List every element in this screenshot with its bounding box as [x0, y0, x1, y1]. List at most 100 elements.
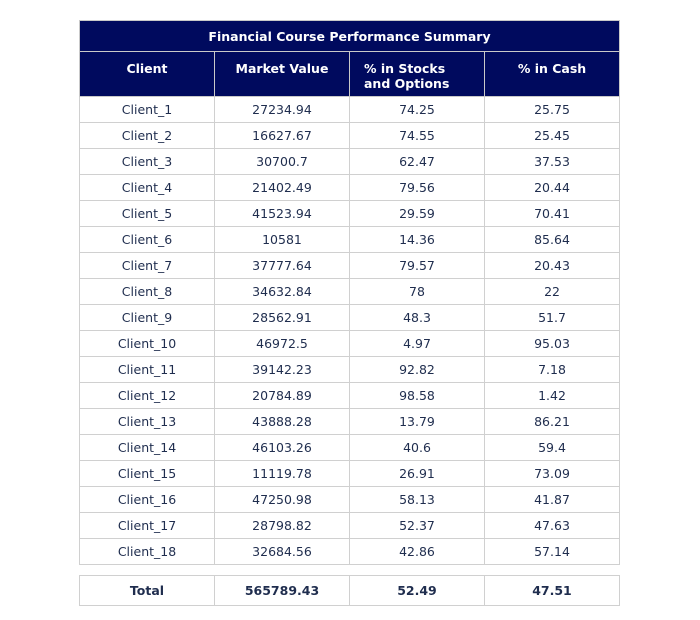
- column-header-stocks-options: % in Stocks and Options: [349, 51, 485, 97]
- cell-cash: 22: [483, 278, 621, 305]
- table-row: Client_15 11119.78 26.91 73.09: [79, 460, 621, 487]
- table-row: Client_3 30700.7 62.47 37.53: [79, 148, 621, 175]
- cell-cash: 41.87: [483, 486, 621, 513]
- cell-market-value: 34632.84: [214, 278, 350, 305]
- cell-client: Client_3: [79, 148, 215, 175]
- cell-cash: 95.03: [483, 330, 621, 357]
- cell-market-value: 28562.91: [214, 304, 350, 331]
- cell-stocks-options: 58.13: [349, 486, 485, 513]
- table-title: Financial Course Performance Summary: [78, 20, 621, 52]
- cell-client: Client_13: [79, 408, 215, 435]
- cell-stocks-options: 62.47: [349, 148, 485, 175]
- cell-market-value: 10581: [214, 226, 350, 253]
- cell-market-value: 20784.89: [214, 382, 350, 409]
- cell-cash: 25.45: [483, 122, 621, 149]
- cell-stocks-options: 4.97: [349, 330, 485, 357]
- cell-stocks-options: 42.86: [349, 538, 485, 565]
- cell-market-value: 46103.26: [214, 434, 350, 461]
- table-row: Client_10 46972.5 4.97 95.03: [79, 330, 621, 357]
- table-row: Client_16 47250.98 58.13 41.87: [79, 486, 621, 513]
- cell-market-value: 43888.28: [214, 408, 350, 435]
- cell-stocks-options: 14.36: [349, 226, 485, 253]
- cell-market-value: 46972.5: [214, 330, 350, 357]
- table-row: Client_13 43888.28 13.79 86.21: [79, 408, 621, 435]
- cell-stocks-options: 79.57: [349, 252, 485, 279]
- cell-cash: 37.53: [483, 148, 621, 175]
- cell-client: Client_10: [79, 330, 215, 357]
- cell-client: Client_4: [79, 174, 215, 201]
- cell-client: Client_14: [79, 434, 215, 461]
- table-gap: [79, 565, 620, 575]
- cell-market-value: 28798.82: [214, 512, 350, 539]
- cell-stocks-options: 78: [349, 278, 485, 305]
- table-row: Client_8 34632.84 78 22: [79, 278, 621, 305]
- table-row: Client_2 16627.67 74.55 25.45: [79, 122, 621, 149]
- cell-market-value: 16627.67: [214, 122, 350, 149]
- table-row: Client_14 46103.26 40.6 59.4: [79, 434, 621, 461]
- cell-stocks-options: 48.3: [349, 304, 485, 331]
- cell-market-value: 37777.64: [214, 252, 350, 279]
- table-row: Client_5 41523.94 29.59 70.41: [79, 200, 621, 227]
- summary-table: Financial Course Performance Summary Cli…: [78, 20, 621, 565]
- column-header-market-value: Market Value: [214, 51, 350, 97]
- table-row: Client_1 27234.94 74.25 25.75: [79, 96, 621, 123]
- table-row: Client_9 28562.91 48.3 51.7: [79, 304, 621, 331]
- table-row: Client_6 10581 14.36 85.64: [79, 226, 621, 253]
- total-label: Total: [79, 575, 215, 606]
- cell-stocks-options: 92.82: [349, 356, 485, 383]
- column-header-cash: % in Cash: [483, 51, 621, 97]
- cell-client: Client_15: [79, 460, 215, 487]
- cell-cash: 47.63: [483, 512, 621, 539]
- table-row: Client_4 21402.49 79.56 20.44: [79, 174, 621, 201]
- cell-stocks-options: 79.56: [349, 174, 485, 201]
- cell-stocks-options: 98.58: [349, 382, 485, 409]
- cell-cash: 59.4: [483, 434, 621, 461]
- cell-stocks-options: 52.37: [349, 512, 485, 539]
- total-table: Total 565789.43 52.49 47.51: [79, 575, 620, 606]
- table-row: Client_18 32684.56 42.86 57.14: [79, 538, 621, 565]
- cell-client: Client_16: [79, 486, 215, 513]
- total-market-value: 565789.43: [214, 575, 350, 606]
- cell-cash: 51.7: [483, 304, 621, 331]
- table-row: Client_11 39142.23 92.82 7.18: [79, 356, 621, 383]
- table-row: Client_17 28798.82 52.37 47.63: [79, 512, 621, 539]
- cell-cash: 85.64: [483, 226, 621, 253]
- cell-cash: 7.18: [483, 356, 621, 383]
- cell-market-value: 30700.7: [214, 148, 350, 175]
- cell-stocks-options: 29.59: [349, 200, 485, 227]
- cell-cash: 57.14: [483, 538, 621, 565]
- cell-cash: 86.21: [483, 408, 621, 435]
- cell-client: Client_5: [79, 200, 215, 227]
- cell-client: Client_18: [79, 538, 215, 565]
- cell-cash: 1.42: [483, 382, 621, 409]
- cell-cash: 20.43: [483, 252, 621, 279]
- cell-cash: 70.41: [483, 200, 621, 227]
- cell-client: Client_17: [79, 512, 215, 539]
- cell-client: Client_8: [79, 278, 215, 305]
- total-cash: 47.51: [484, 575, 620, 606]
- cell-market-value: 41523.94: [214, 200, 350, 227]
- table-row: Client_7 37777.64 79.57 20.43: [79, 252, 621, 279]
- cell-stocks-options: 74.55: [349, 122, 485, 149]
- cell-client: Client_6: [79, 226, 215, 253]
- cell-cash: 25.75: [483, 96, 621, 123]
- table-row: Client_12 20784.89 98.58 1.42: [79, 382, 621, 409]
- cell-client: Client_9: [79, 304, 215, 331]
- cell-client: Client_12: [79, 382, 215, 409]
- cell-cash: 20.44: [483, 174, 621, 201]
- cell-market-value: 47250.98: [214, 486, 350, 513]
- cell-client: Client_11: [79, 356, 215, 383]
- cell-stocks-options: 74.25: [349, 96, 485, 123]
- cell-market-value: 32684.56: [214, 538, 350, 565]
- total-row: Total 565789.43 52.49 47.51: [79, 575, 620, 606]
- cell-stocks-options: 26.91: [349, 460, 485, 487]
- cell-market-value: 27234.94: [214, 96, 350, 123]
- cell-market-value: 39142.23: [214, 356, 350, 383]
- column-header-client: Client: [79, 51, 215, 97]
- total-stocks-options: 52.49: [349, 575, 485, 606]
- cell-stocks-options: 40.6: [349, 434, 485, 461]
- cell-client: Client_1: [79, 96, 215, 123]
- cell-cash: 73.09: [483, 460, 621, 487]
- cell-client: Client_7: [79, 252, 215, 279]
- cell-market-value: 11119.78: [214, 460, 350, 487]
